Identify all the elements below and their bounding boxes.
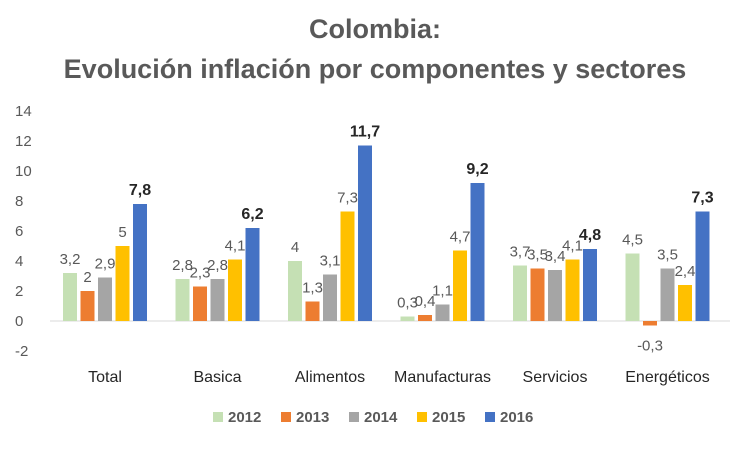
- data-label: 2,3: [190, 265, 211, 282]
- bar: [193, 286, 207, 321]
- bar: [530, 268, 545, 321]
- bar: [660, 268, 675, 321]
- legend-swatch: [417, 412, 427, 422]
- legend-swatch: [213, 412, 223, 422]
- y-tick-label: 6: [15, 223, 23, 240]
- bar: [625, 253, 640, 321]
- bar: [115, 246, 130, 321]
- bar: [418, 315, 432, 321]
- bar: [695, 211, 710, 321]
- bar: [565, 259, 580, 321]
- data-label: 3,2: [60, 251, 81, 268]
- bar: [453, 250, 467, 321]
- data-label: 7,3: [337, 190, 358, 207]
- x-tick-label: Manufacturas: [394, 369, 491, 386]
- bar: [583, 249, 597, 321]
- x-tick-label: Alimentos: [295, 369, 365, 386]
- bar: [435, 304, 450, 321]
- x-tick-label: Servicios: [523, 369, 588, 386]
- x-tick-label: Energéticos: [625, 369, 710, 386]
- y-tick-label: 12: [15, 133, 32, 150]
- bar: [63, 273, 77, 321]
- legend-swatch: [281, 412, 291, 422]
- legend-label: 2014: [364, 409, 398, 426]
- data-label: 3,5: [657, 247, 678, 264]
- bar: [358, 145, 372, 321]
- y-tick-label: 8: [15, 193, 23, 210]
- y-tick-label: -2: [15, 343, 28, 360]
- data-label: 7,8: [129, 182, 151, 199]
- chart-subtitle: Evolución inflación por componentes y se…: [63, 54, 687, 84]
- bar: [305, 301, 320, 321]
- legend-swatch: [485, 412, 495, 422]
- data-label: 3,1: [320, 253, 341, 270]
- y-tick-label: 10: [15, 163, 32, 180]
- legend-label: 2016: [500, 409, 533, 426]
- bar: [400, 316, 415, 321]
- legend-label: 2015: [432, 409, 465, 426]
- data-label: 2,4: [675, 263, 696, 280]
- data-label: 3,4: [545, 248, 566, 265]
- data-label: 4,7: [450, 229, 471, 246]
- data-label: 1,3: [302, 280, 323, 297]
- bar: [323, 274, 337, 321]
- data-label: 0,3: [397, 295, 418, 312]
- bar: [98, 277, 112, 321]
- x-tick-label: Total: [88, 369, 122, 386]
- y-tick-label: 4: [15, 253, 23, 270]
- data-label: -0,3: [637, 338, 663, 355]
- data-label: 4: [291, 239, 299, 256]
- bar: [678, 285, 692, 321]
- data-label: 2: [83, 269, 91, 286]
- bar: [643, 321, 657, 326]
- bar: [210, 279, 225, 321]
- data-label: 7,3: [691, 190, 713, 207]
- data-label: 3,5: [527, 247, 548, 264]
- y-tick-label: 14: [15, 103, 32, 120]
- data-label: 4,1: [225, 238, 246, 255]
- bar: [175, 279, 190, 321]
- data-label: 5: [118, 224, 126, 241]
- data-label: 4,1: [562, 238, 583, 255]
- data-label: 2,9: [95, 256, 116, 273]
- bar: [340, 211, 355, 321]
- chart-title: Colombia:: [309, 14, 441, 44]
- data-label: 4,5: [622, 232, 643, 249]
- y-tick-label: 0: [15, 313, 23, 330]
- legend-label: 2012: [228, 409, 261, 426]
- data-label: 0,4: [415, 293, 436, 310]
- data-label: 11,7: [350, 124, 380, 141]
- data-label: 2,8: [172, 257, 193, 274]
- bar: [245, 228, 260, 321]
- bar: [228, 259, 242, 321]
- bar: [288, 261, 302, 321]
- data-label: 6,2: [241, 206, 263, 223]
- legend-swatch: [349, 412, 359, 422]
- data-label: 4,8: [579, 227, 601, 244]
- bar: [548, 270, 562, 321]
- data-label: 1,1: [432, 283, 453, 300]
- bar: [80, 291, 95, 321]
- bar: [470, 183, 485, 321]
- bar: [513, 265, 527, 321]
- legend-label: 2013: [296, 409, 329, 426]
- data-label: 9,2: [466, 161, 488, 178]
- data-label: 3,7: [510, 244, 531, 261]
- bar: [133, 204, 147, 321]
- x-tick-label: Basica: [193, 369, 241, 386]
- data-label: 2,8: [207, 257, 228, 274]
- y-tick-label: 2: [15, 283, 23, 300]
